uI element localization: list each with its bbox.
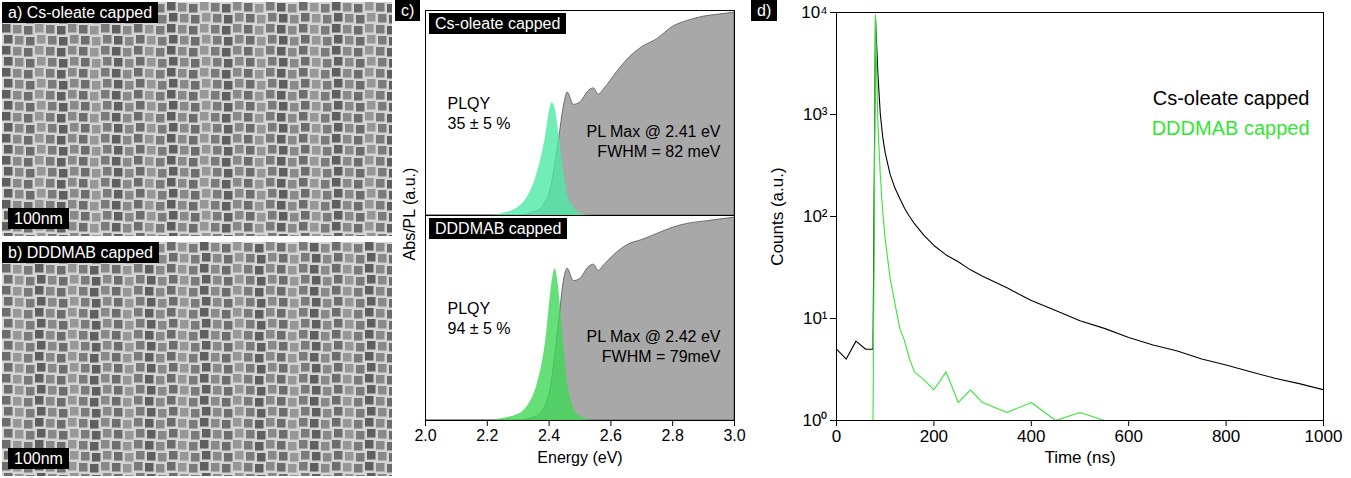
svg-text:PLQY35 ± 5 %: PLQY35 ± 5 % — [448, 95, 511, 132]
html-text:a) Cs-oleate capped: a) Cs-oleate capped — [8, 4, 153, 21]
html-text:c): c) — [401, 2, 415, 19]
svg-text:PL Max @ 2.42 eVFWHM = 79meV: PL Max @ 2.42 eVFWHM = 79meV — [587, 328, 721, 365]
svg-text:10¹: 10¹ — [803, 309, 828, 328]
html-text:Cs-oleate capped: Cs-oleate capped — [435, 15, 561, 32]
svg-text:10³: 10³ — [803, 105, 828, 124]
svg-text:Time (ns): Time (ns) — [1044, 448, 1115, 467]
svg-text:Energy (eV): Energy (eV) — [537, 449, 622, 466]
svg-text:1000: 1000 — [1305, 427, 1343, 446]
html-text:100nm: 100nm — [14, 210, 63, 227]
svg-text:2.6: 2.6 — [600, 427, 622, 444]
svg-text:10⁰: 10⁰ — [803, 411, 828, 430]
svg-text:400: 400 — [1017, 427, 1045, 446]
svg-text:600: 600 — [1115, 427, 1143, 446]
html-text:Abs/PL (a.u.): Abs/PL (a.u.) — [400, 167, 417, 261]
svg-text:2.2: 2.2 — [476, 427, 498, 444]
svg-text:2.8: 2.8 — [662, 427, 684, 444]
svg-text:DDDMAB capped: DDDMAB capped — [1152, 117, 1310, 139]
html-text:100nm: 100nm — [14, 450, 63, 467]
svg-text:Counts (a.u.): Counts (a.u.) — [768, 167, 787, 265]
html-text:DDDMAB capped: DDDMAB capped — [435, 220, 562, 237]
svg-text:Cs-oleate capped: Cs-oleate capped — [1153, 87, 1310, 109]
svg-text:PLQY94 ± 5 %: PLQY94 ± 5 % — [448, 300, 511, 337]
svg-text:3.0: 3.0 — [723, 427, 745, 444]
svg-text:10⁴: 10⁴ — [801, 3, 827, 22]
svg-text:10²: 10² — [803, 207, 828, 226]
svg-text:0: 0 — [832, 427, 841, 446]
svg-text:200: 200 — [920, 427, 948, 446]
svg-text:2.0: 2.0 — [414, 427, 436, 444]
svg-text:2.4: 2.4 — [538, 427, 560, 444]
svg-text:PL Max @ 2.41 eVFWHM = 82 meV: PL Max @ 2.41 eVFWHM = 82 meV — [587, 123, 721, 160]
svg-text:800: 800 — [1212, 427, 1240, 446]
html-text:d): d) — [757, 2, 772, 19]
html-text:b) DDDMAB capped: b) DDDMAB capped — [8, 244, 153, 261]
